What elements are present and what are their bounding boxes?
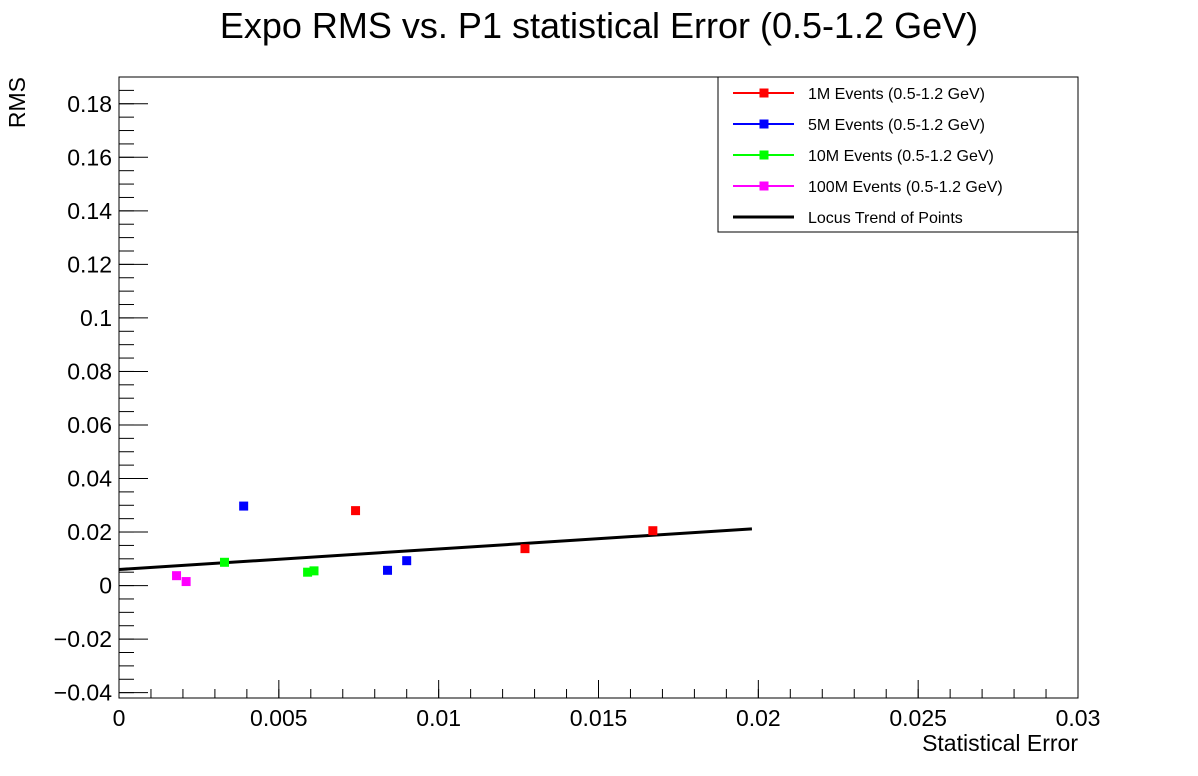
legend: 1M Events (0.5-1.2 GeV) 5M Events (0.5-1.… <box>717 76 1079 233</box>
y-tick-label: −0.02 <box>54 626 112 652</box>
data-point <box>351 506 361 516</box>
y-tick-label: −0.04 <box>54 680 112 706</box>
legend-marker <box>759 88 769 98</box>
y-tick-label: 0 <box>99 573 112 599</box>
y-tick-label: 0.06 <box>67 412 112 438</box>
legend-label: 5M Events (0.5-1.2 GeV) <box>808 117 985 134</box>
x-tick-label: 0.02 <box>736 705 781 731</box>
data-point <box>239 501 249 511</box>
legend-label: 1M Events (0.5-1.2 GeV) <box>808 86 985 103</box>
chart-title: Expo RMS vs. P1 statistical Error (0.5-1… <box>220 5 978 46</box>
y-tick-label: 0.02 <box>67 519 112 545</box>
data-point <box>402 556 412 566</box>
x-tick-label: 0.005 <box>250 705 308 731</box>
data-point <box>181 577 191 587</box>
legend-marker <box>759 181 769 191</box>
y-tick-label: 0.1 <box>80 305 112 331</box>
data-point <box>219 557 229 567</box>
legend-entry: 1M Events (0.5-1.2 GeV) <box>733 86 985 103</box>
series-layer <box>118 501 753 587</box>
data-point <box>172 571 182 581</box>
y-tick-label: 0.08 <box>67 358 112 384</box>
y-tick-label: 0.16 <box>67 144 112 170</box>
legend-entry: 10M Events (0.5-1.2 GeV) <box>733 148 994 165</box>
x-tick-label: 0.03 <box>1056 705 1101 731</box>
x-tick-label: 0.015 <box>570 705 628 731</box>
legend-label: Locus Trend of Points <box>808 210 963 227</box>
legend-entry: 5M Events (0.5-1.2 GeV) <box>733 117 985 134</box>
y-tick-label: 0.04 <box>67 466 112 492</box>
data-point <box>383 565 393 575</box>
y-tick-label: 0.12 <box>67 251 112 277</box>
legend-entry: Locus Trend of Points <box>733 210 963 227</box>
legend-label: 10M Events (0.5-1.2 GeV) <box>808 148 994 165</box>
x-axis-title: Statistical Error <box>922 730 1078 756</box>
axis-ticks: 0 0.005 0.01 0.015 0.02 0.025 0.03 −0.04 −0.02 0 0… <box>54 76 1101 731</box>
y-axis-title: RMS <box>4 77 30 128</box>
data-point <box>648 526 658 536</box>
x-tick-label: 0.025 <box>889 705 947 731</box>
legend-entry: 100M Events (0.5-1.2 GeV) <box>733 179 1003 196</box>
data-point <box>309 566 319 576</box>
y-tick-label: 0.18 <box>67 91 112 117</box>
y-tick-label: 0.14 <box>67 198 112 224</box>
data-point <box>520 544 530 554</box>
x-tick-label: 0 <box>113 705 126 731</box>
legend-marker <box>759 119 769 129</box>
x-tick-label: 0.01 <box>416 705 461 731</box>
legend-marker <box>759 150 769 160</box>
legend-label: 100M Events (0.5-1.2 GeV) <box>808 179 1003 196</box>
data-point <box>303 567 313 577</box>
